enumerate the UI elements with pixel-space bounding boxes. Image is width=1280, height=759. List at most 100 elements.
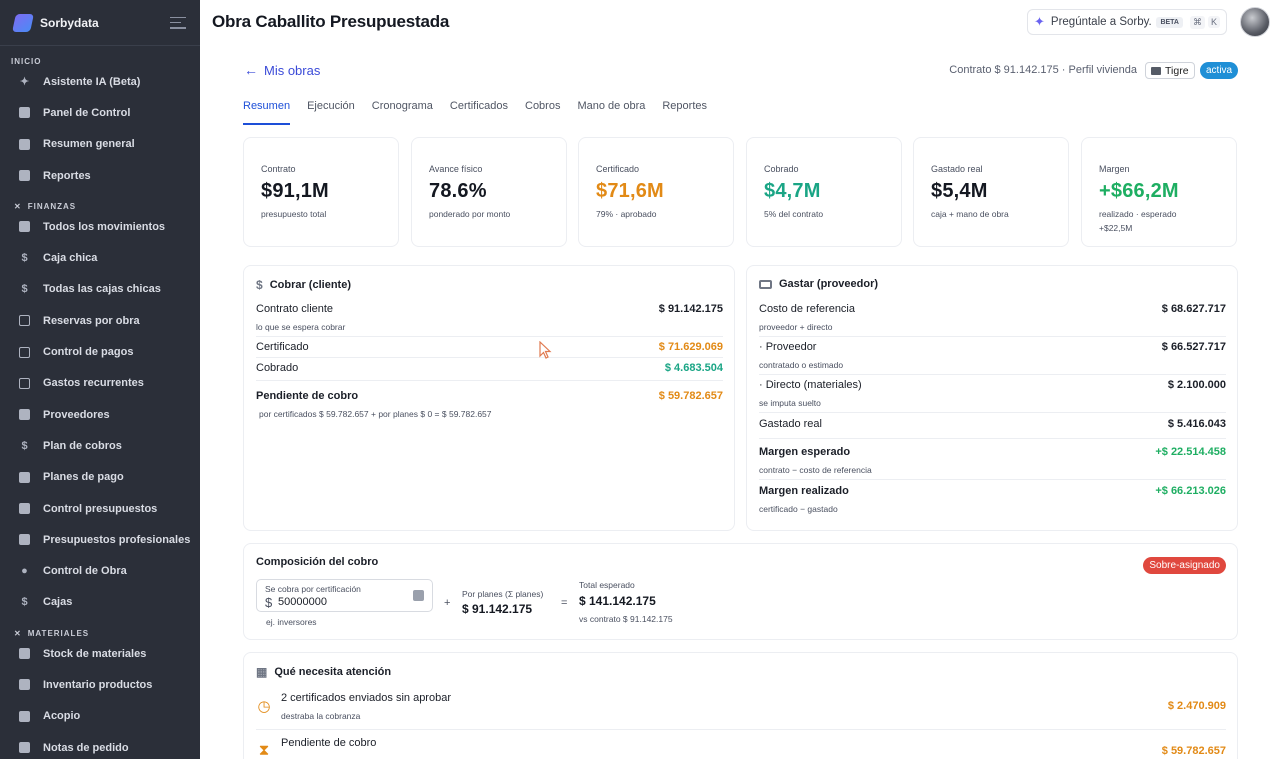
- pendiente-cobro-label: Pendiente de cobro: [256, 390, 359, 402]
- sidebar-item-label: Acopio: [43, 710, 81, 723]
- kpi-card-avance: Avance físico 78.6% ponderado por monto: [411, 137, 567, 247]
- certificado-label: Certificado: [256, 341, 309, 353]
- dollar-icon: $: [21, 283, 28, 296]
- section-finanzas[interactable]: ✕ FINANZAS: [0, 191, 200, 211]
- box-icon: [18, 678, 31, 691]
- divider: [759, 412, 1226, 413]
- equals-operator: =: [561, 597, 568, 609]
- page-title: Obra Caballito Presupuestada: [212, 12, 450, 31]
- tab-ejecucion[interactable]: Ejecución: [307, 100, 355, 112]
- sidebar-item-cajas[interactable]: $ Cajas: [0, 587, 200, 618]
- dollar-exchange-icon: $: [256, 278, 263, 292]
- sidebar-item-label: Planes de pago: [43, 471, 124, 484]
- sidebar-item-todos-movimientos[interactable]: Todos los movimientos: [0, 211, 200, 242]
- sidebar-item-proveedores[interactable]: Proveedores: [0, 399, 200, 430]
- kpi-sub: realizado · esperado: [1099, 209, 1177, 219]
- sidebar-item-caja-chica[interactable]: $ Caja chica: [0, 242, 200, 273]
- sidebar-item-plan-cobros[interactable]: $ Plan de cobros: [0, 430, 200, 461]
- contrato-cliente-sub: lo que se espera cobrar: [256, 322, 346, 332]
- kpi-value: $5,4M: [931, 180, 988, 202]
- kpi-sub: presupuesto total: [261, 209, 327, 219]
- location-tag-label: Tigre: [1165, 64, 1189, 77]
- sidebar-item-stock-materiales[interactable]: Stock de materiales: [0, 638, 200, 669]
- sidebar-item-label: Proveedores: [43, 408, 110, 421]
- plus-operator: +: [444, 597, 451, 609]
- kpi-value: 78.6%: [429, 180, 487, 202]
- calculator-icon: [18, 502, 31, 515]
- planes-value: $ 91.142.175: [462, 602, 533, 616]
- location-tag[interactable]: Tigre: [1145, 62, 1195, 79]
- save-icon[interactable]: [413, 590, 424, 601]
- contrato-cliente-value: $ 91.142.175: [658, 303, 723, 315]
- sparkle-icon: ✦: [1034, 14, 1045, 29]
- attention-item-label[interactable]: Pendiente de cobro: [281, 737, 377, 749]
- worker-icon: ●: [21, 565, 28, 578]
- sidebar-item-todas-cajas-chicas[interactable]: $ Todas las cajas chicas: [0, 274, 200, 305]
- section-materiales[interactable]: ✕ MATERIALES: [0, 618, 200, 638]
- tab-reportes[interactable]: Reportes: [662, 100, 707, 112]
- dollar-icon: $: [21, 596, 28, 609]
- section-materiales-label: MATERIALES: [27, 628, 90, 638]
- kpi-label: Gastado real: [931, 164, 983, 174]
- tab-certificados[interactable]: Certificados: [449, 100, 508, 112]
- sidebar-item-resumen-general[interactable]: Resumen general: [0, 129, 200, 160]
- kpi-sub: ponderado por monto: [429, 209, 511, 219]
- tab-mano-de-obra[interactable]: Mano de obra: [577, 100, 646, 112]
- sidebar-item-control-presupuestos[interactable]: Control presupuestos: [0, 493, 200, 524]
- sidebar-item-asistente-ia[interactable]: ✦ Asistente IA (Beta): [0, 66, 200, 97]
- cobro-certificacion-input[interactable]: [278, 596, 398, 608]
- grid-icon: [18, 138, 31, 151]
- sidebar-item-control-pagos[interactable]: Control de pagos: [0, 336, 200, 367]
- sidebar-item-notas-pedido[interactable]: Notas de pedido: [0, 732, 200, 759]
- panel-composicion-cobro: Composición del cobro Sobre-asignado Se …: [243, 543, 1238, 640]
- kpi-label: Margen: [1099, 164, 1130, 174]
- costo-referencia-sub: proveedor + directo: [759, 322, 833, 332]
- kpi-sub-secondary: +$22,5M: [1099, 223, 1133, 233]
- ask-ai-button[interactable]: ✦ Pregúntale a Sorby... BETA ⌘ K: [1027, 9, 1227, 35]
- kpi-card-margen: Margen +$66,2M realizado · esperado +$22…: [1081, 137, 1237, 247]
- sidebar-item-acopio[interactable]: Acopio: [0, 701, 200, 732]
- collapse-sidebar-icon[interactable]: [170, 16, 186, 29]
- sidebar-item-planes-pago[interactable]: Planes de pago: [0, 462, 200, 493]
- total-esperado-label: Total esperado: [579, 580, 635, 590]
- note-icon: [18, 741, 31, 754]
- margen-realizado-sub: certificado − gastado: [759, 504, 838, 514]
- sidebar-item-label: Reportes: [43, 169, 91, 182]
- divider: [256, 336, 723, 337]
- hourglass-icon: ⧗: [258, 742, 270, 759]
- dollar-icon: $: [21, 439, 28, 452]
- sidebar-item-panel-control[interactable]: Panel de Control: [0, 97, 200, 128]
- kpi-sub: caja + mano de obra: [931, 209, 1009, 219]
- tab-resumen[interactable]: Resumen: [243, 100, 291, 125]
- tab-cronograma[interactable]: Cronograma: [371, 100, 433, 112]
- repeat-icon: [18, 377, 31, 390]
- avatar[interactable]: [1240, 7, 1270, 37]
- sidebar-item-inventario-productos[interactable]: Inventario productos: [0, 669, 200, 700]
- section-finanzas-label: FINANZAS: [27, 201, 77, 211]
- sidebar-item-presupuestos-profesionales[interactable]: Presupuestos profesionales: [0, 524, 200, 555]
- input-label: Se cobra por certificación: [265, 584, 361, 594]
- sidebar-item-label: Control de pagos: [43, 346, 134, 359]
- sidebar-item-control-obra[interactable]: ● Control de Obra: [0, 555, 200, 586]
- panel-header: Composición del cobro: [256, 556, 378, 568]
- sidebar-item-gastos-recurrentes[interactable]: Gastos recurrentes: [0, 368, 200, 399]
- sidebar-item-label: Plan de cobros: [43, 439, 122, 452]
- shortcut-cmd: ⌘: [1189, 15, 1205, 29]
- cobro-certificacion-field[interactable]: Se cobra por certificación $: [256, 579, 433, 612]
- beta-badge: BETA: [1156, 16, 1183, 28]
- shortcut-k: K: [1207, 16, 1220, 28]
- kpi-value: +$66,2M: [1099, 180, 1179, 202]
- attention-item-label[interactable]: 2 certificados enviados sin aprobar: [281, 692, 451, 704]
- tab-cobros[interactable]: Cobros: [525, 100, 561, 112]
- attention-item-value: $ 2.470.909: [1167, 700, 1226, 712]
- panel-gastar-proveedor: Gastar (proveedor) Costo de referencia p…: [746, 265, 1238, 531]
- sidebar-item-reportes[interactable]: Reportes: [0, 160, 200, 191]
- sidebar-item-reservas-obra[interactable]: Reservas por obra: [0, 305, 200, 336]
- divider: [759, 336, 1226, 337]
- building-icon: [18, 220, 31, 233]
- collapse-caret-icon: ✕: [14, 201, 22, 211]
- back-to-mis-obras-link[interactable]: ← Mis obras: [244, 62, 320, 78]
- panel-cobrar-cliente: $ Cobrar (cliente) Contrato cliente lo q…: [243, 265, 735, 531]
- panel-title: Qué necesita atención: [274, 666, 392, 678]
- divider: [759, 479, 1226, 480]
